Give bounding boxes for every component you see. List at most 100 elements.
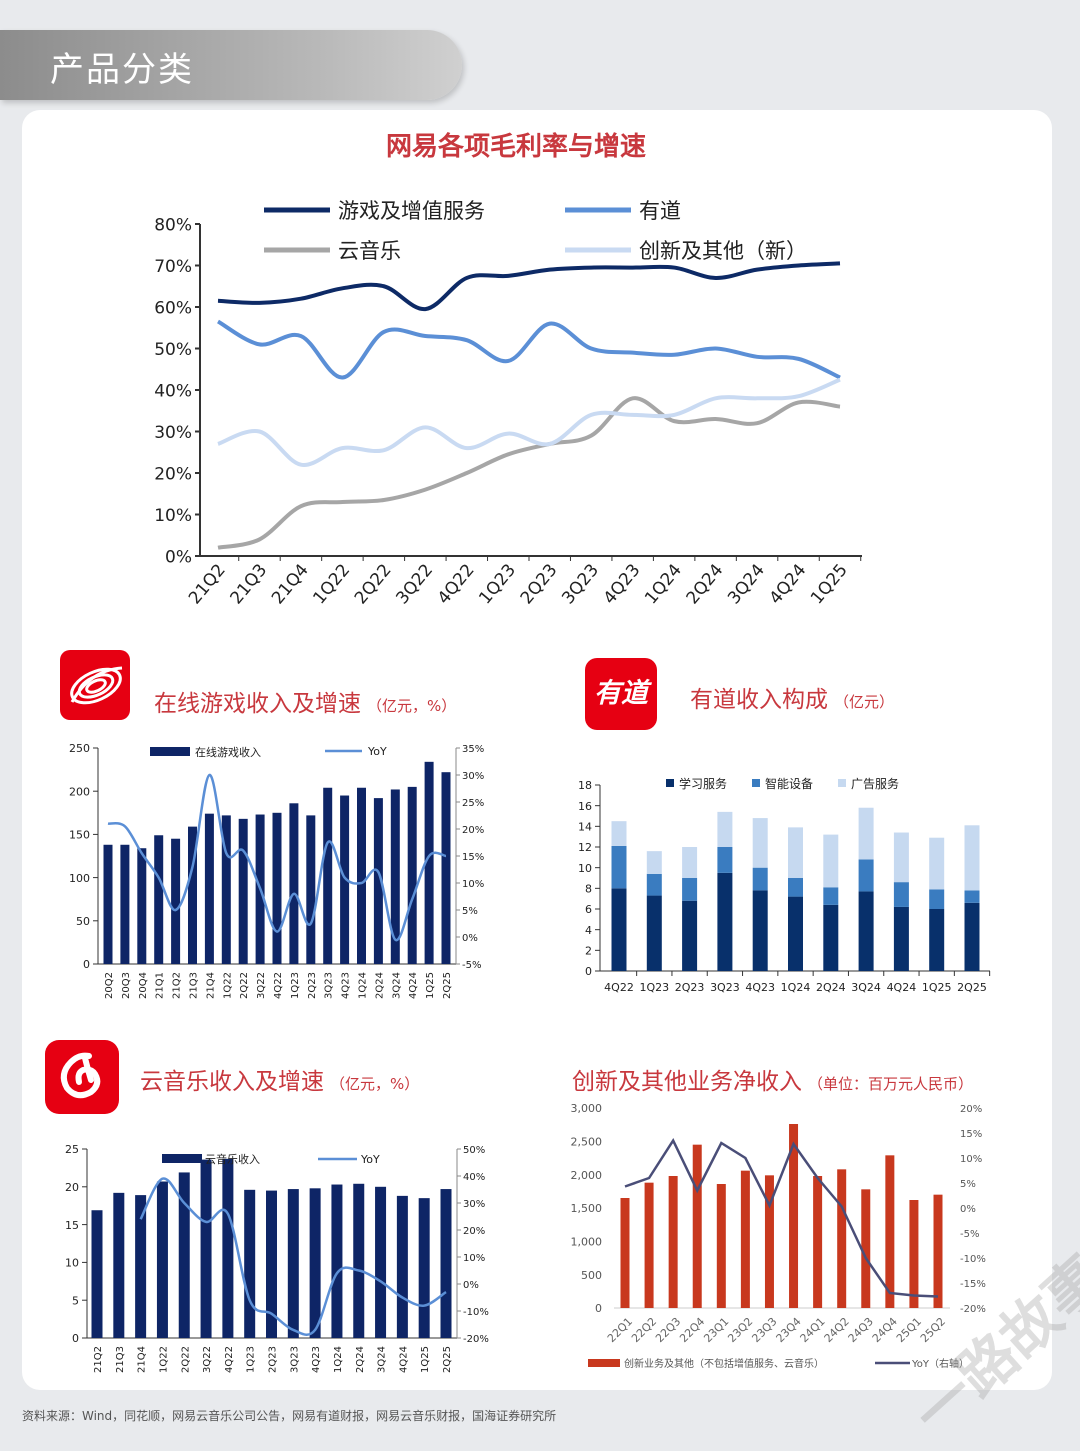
youdao-chart-title: 有道收入构成 （亿元） — [690, 680, 894, 714]
netease-logo — [60, 650, 130, 720]
games-x-tick-label: 21Q3 — [189, 972, 200, 999]
games-bar — [323, 787, 333, 964]
margin-line-1 — [216, 319, 841, 380]
games-title-text: 在线游戏收入及增速 — [154, 691, 361, 717]
games-bar — [390, 789, 400, 964]
music-y2-tick-label: 30% — [463, 1199, 485, 1210]
innovation-bar — [716, 1184, 726, 1308]
youdao-bar-0 — [893, 906, 909, 971]
innovation-y-tick-label: 1,000 — [571, 1236, 603, 1249]
games-legend-label: 在线游戏收入 — [195, 745, 261, 759]
music-legend-label: 云音乐收入 — [205, 1152, 260, 1166]
innovation-x-tick-label: 23Q4 — [773, 1315, 803, 1345]
margin-chart-title: 网易各项毛利率与增速 — [385, 132, 646, 162]
music-bar — [222, 1158, 234, 1338]
games-x-tick-label: 4Q24 — [408, 972, 419, 999]
games-x-tick-label: 2Q25 — [442, 972, 453, 999]
music-y-tick-label: 10 — [65, 1257, 79, 1270]
youdao-logo: 有道 — [585, 658, 657, 730]
music-x-tick-label: 1Q22 — [158, 1346, 169, 1373]
games-bar — [441, 772, 451, 964]
games-bar — [289, 803, 299, 964]
margin-y-tick-label: 10% — [154, 506, 192, 526]
innovation-x-tick-label: 23Q3 — [749, 1315, 779, 1345]
youdao-x-tick-label: 2Q24 — [816, 981, 846, 994]
games-y2-tick-label: -5% — [462, 960, 481, 971]
music-y2-tick-label: 20% — [463, 1226, 485, 1237]
games-bar — [120, 844, 130, 964]
youdao-x-tick-label: 3Q24 — [851, 981, 881, 994]
games-x-tick-label: 21Q2 — [172, 972, 183, 999]
innovation-bar — [692, 1144, 702, 1308]
innovation-unit: （单位：百万元人民币） — [808, 1075, 974, 1093]
music-bar — [266, 1190, 277, 1338]
margin-x-tick-label: 4Q24 — [766, 560, 811, 608]
youdao-bar-0 — [858, 891, 874, 971]
games-x-tick-label: 2Q22 — [239, 972, 250, 999]
games-bar — [424, 761, 434, 964]
music-unit: （亿元，%） — [330, 1075, 420, 1093]
games-x-tick-label: 2Q23 — [307, 972, 318, 999]
music-y-tick-label: 0 — [72, 1332, 79, 1345]
youdao-unit: （亿元） — [834, 693, 895, 711]
youdao-legend-label: 广告服务 — [851, 776, 899, 791]
games-y-tick-label: 250 — [69, 742, 90, 755]
innovation-bar — [740, 1170, 750, 1308]
music-bar — [287, 1189, 299, 1338]
margin-legend-label: 游戏及增值服务 — [338, 199, 485, 223]
music-bar — [331, 1184, 343, 1338]
youdao-bar-0 — [964, 902, 980, 971]
innovation-x-tick-label: 24Q3 — [846, 1315, 876, 1345]
margin-legend-label: 有道 — [639, 199, 681, 223]
games-y-tick-label: 200 — [69, 785, 90, 798]
games-bar — [306, 815, 316, 964]
innovation-y2-tick-label: 15% — [960, 1129, 982, 1140]
youdao-y-tick-label: 0 — [585, 965, 592, 978]
innovation-bar — [861, 1189, 871, 1308]
music-y2-tick-label: 40% — [463, 1172, 485, 1183]
music-x-tick-label: 1Q25 — [420, 1346, 431, 1373]
games-legend-swatch — [150, 747, 190, 756]
youdao-logo-text: 有道 — [594, 678, 648, 709]
music-x-tick-label: 2Q23 — [268, 1346, 279, 1373]
innovation-x-tick-label: 24Q4 — [870, 1315, 900, 1345]
innovation-legend-label: 创新业务及其他（不包括增值服务、云音乐） — [624, 1357, 824, 1370]
margin-y-tick-label: 50% — [154, 340, 192, 360]
music-bar — [418, 1198, 430, 1338]
margin-y-tick-label: 20% — [154, 464, 192, 484]
innovation-bar — [813, 1176, 823, 1308]
music-x-tick-label: 3Q23 — [289, 1346, 300, 1373]
music-x-tick-label: 4Q23 — [311, 1346, 322, 1373]
margin-legend-label: 云音乐 — [338, 239, 401, 263]
youdao-bar-0 — [646, 895, 662, 971]
games-y2-tick-label: 20% — [462, 825, 484, 836]
margin-y-tick-label: 40% — [154, 381, 192, 401]
games-x-tick-label: 20Q2 — [104, 972, 115, 999]
youdao-bar-1 — [717, 847, 733, 873]
margin-y-tick-label: 60% — [154, 298, 192, 318]
music-bar — [244, 1189, 256, 1338]
margin-y-tick-label: 0% — [165, 547, 192, 567]
youdao-bar-1 — [893, 882, 909, 907]
youdao-y-tick-label: 14 — [578, 821, 592, 834]
games-bar — [137, 848, 147, 964]
games-y-tick-label: 150 — [69, 829, 90, 842]
innovation-y-tick-label: 500 — [581, 1269, 602, 1282]
games-x-tick-label: 3Q24 — [391, 972, 402, 999]
innovation-y-tick-label: 3,000 — [571, 1102, 603, 1115]
music-y-tick-label: 15 — [65, 1219, 79, 1232]
games-y2-tick-label: 30% — [462, 771, 484, 782]
innovation-x-tick-label: 24Q1 — [798, 1315, 828, 1345]
innovation-y2-tick-label: 5% — [960, 1179, 976, 1190]
music-bar — [200, 1159, 212, 1338]
games-x-tick-label: 3Q23 — [324, 972, 335, 999]
youdao-bar-1 — [929, 889, 945, 909]
innovation-legend-swatch — [588, 1359, 620, 1367]
games-y2-tick-label: 35% — [462, 744, 484, 755]
music-x-tick-label: 21Q3 — [115, 1346, 126, 1373]
innovation-bar — [668, 1176, 678, 1308]
innovation-y2-tick-label: 0% — [960, 1204, 976, 1215]
innovation-y2-tick-label: -15% — [960, 1279, 986, 1290]
music-y-tick-label: 5 — [72, 1294, 79, 1307]
youdao-bar-2 — [646, 851, 662, 874]
